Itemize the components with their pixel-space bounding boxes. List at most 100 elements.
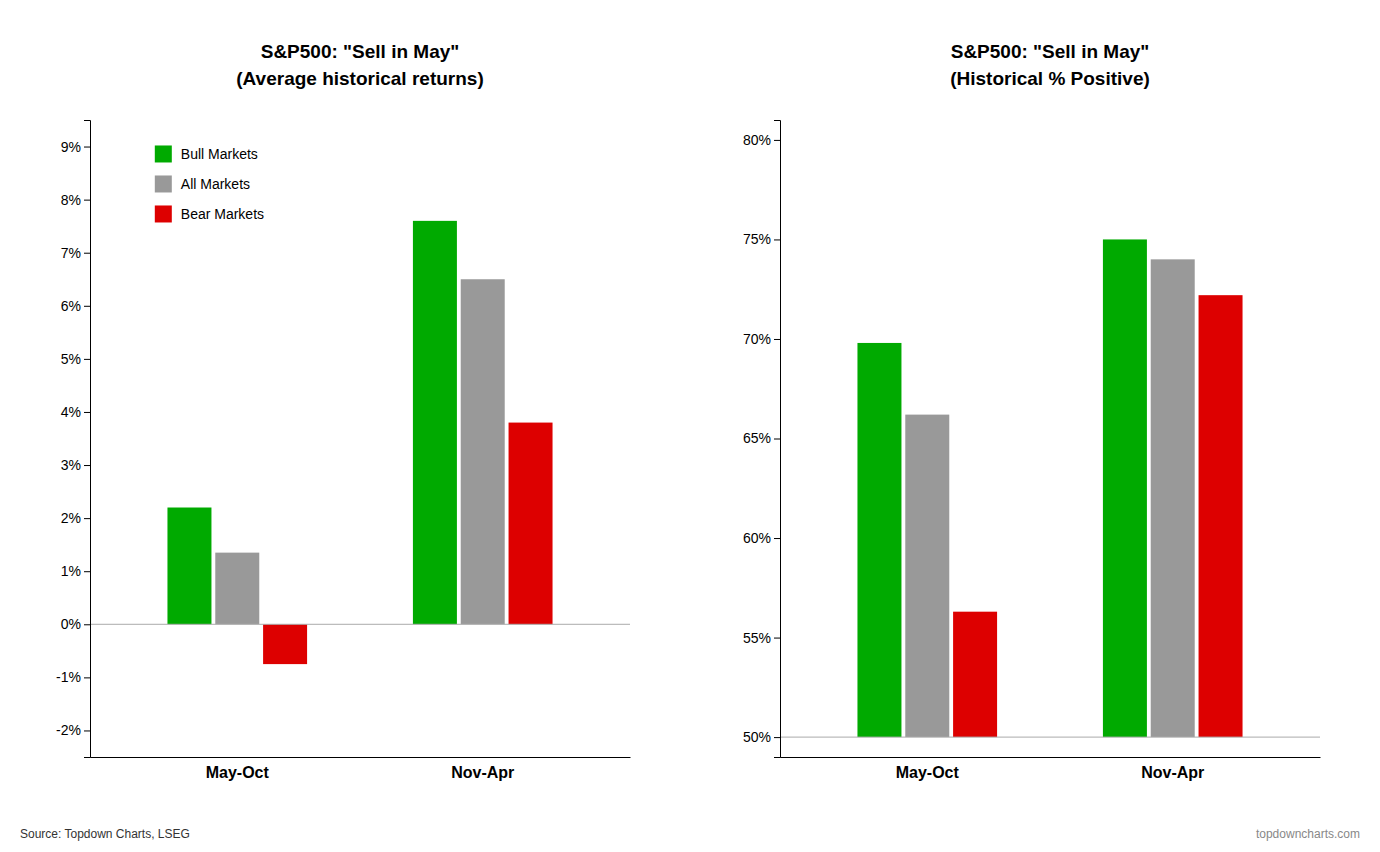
tick-mark (774, 140, 780, 141)
tick-label: 55% (743, 630, 771, 646)
tick-label: Nov-Apr (451, 764, 514, 781)
legend: Bull MarketsAll MarketsBear Markets (155, 145, 264, 222)
tick: 9% (61, 139, 90, 155)
tick: 1% (61, 563, 90, 579)
tick-label: 80% (743, 132, 771, 148)
tick: 60% (743, 530, 780, 546)
bar-series (953, 295, 1242, 737)
tick-mark (774, 737, 780, 738)
tick-mark (774, 638, 780, 639)
figure: -2% -1% 0% 1% 2% 3% 4% 5% 6% 7% 8% 9% May-Oct Nov-Apr… (0, 0, 1380, 852)
tick-mark (84, 306, 90, 307)
legend-item: Bear Markets (155, 205, 264, 222)
tick: -2% (56, 722, 90, 738)
bars (167, 221, 552, 664)
bars (857, 239, 1242, 737)
tick: 7% (61, 245, 90, 261)
x-axis: May-Oct Nov-Apr (781, 757, 1321, 781)
legend-swatch (155, 175, 172, 192)
tick-mark (84, 359, 90, 360)
tick: Nov-Apr (451, 757, 514, 781)
tick: 70% (743, 331, 780, 347)
tick-mark (84, 624, 90, 625)
tick: May-Oct (896, 757, 960, 781)
tick: 50% (743, 729, 780, 745)
source-note: topdowncharts.com (1256, 827, 1360, 841)
tick: -1% (56, 669, 90, 685)
tick-mark (84, 412, 90, 413)
tick-mark (774, 538, 780, 539)
axis-line (774, 121, 781, 758)
tick: 6% (61, 298, 90, 314)
legend-item: All Markets (155, 175, 250, 192)
tick-label: 50% (743, 729, 771, 745)
y-axis: -2% -1% 0% 1% 2% 3% 4% 5% 6% 7% 8% 9% (56, 121, 90, 758)
bar (953, 612, 997, 737)
bar (509, 423, 553, 625)
tick-label: 5% (61, 351, 81, 367)
x-axis: May-Oct Nov-Apr (91, 757, 631, 781)
tick-mark (84, 730, 90, 731)
tick-label: 7% (61, 245, 81, 261)
tick-mark (84, 147, 90, 148)
baseline (780, 737, 1320, 738)
tick-mark (84, 200, 90, 201)
bar-series (857, 239, 1146, 737)
tick: 75% (743, 231, 780, 247)
axis-line (91, 757, 631, 758)
subtitle-line: (Historical % Positive) (950, 68, 1150, 89)
source-note: Source: Topdown Charts, LSEG (20, 827, 190, 841)
tick: 5% (61, 351, 90, 367)
tick: 80% (743, 132, 780, 148)
bar (1199, 295, 1243, 737)
tick-mark (774, 439, 780, 440)
tick: 55% (743, 630, 780, 646)
tick: 4% (61, 404, 90, 420)
bar (857, 343, 901, 737)
tick: 3% (61, 457, 90, 473)
tick-mark (84, 465, 90, 466)
tick-label: 65% (743, 430, 771, 446)
bar (1103, 239, 1147, 737)
tick-label: 75% (743, 231, 771, 247)
bar-series (905, 259, 1194, 737)
tick-label: 6% (61, 298, 81, 314)
tick-mark (84, 253, 90, 254)
tick-label: 70% (743, 331, 771, 347)
tick-mark (774, 239, 780, 240)
subtitle-line: (Average historical returns) (236, 68, 483, 89)
tick: 65% (743, 430, 780, 446)
bar (167, 508, 211, 625)
tick-mark (84, 571, 90, 572)
tick-label: 8% (61, 192, 81, 208)
legend-swatch (155, 145, 172, 162)
tick: 0% (61, 616, 90, 632)
legend-label: All Markets (181, 176, 250, 192)
title: S&P500: "Sell in May" (Historical % Posit… (950, 41, 1150, 89)
tick-label: 60% (743, 530, 771, 546)
panel: -2% -1% 0% 1% 2% 3% 4% 5% 6% 7% 8% 9% May-Oct Nov-Apr… (56, 121, 630, 782)
tick-label: -2% (56, 722, 81, 738)
tick-mark (774, 339, 780, 340)
tick-mark (84, 518, 90, 519)
tick-label: Nov-Apr (1141, 764, 1204, 781)
tick-label: May-Oct (206, 764, 270, 781)
tick-label: 3% (61, 457, 81, 473)
tick-label: 9% (61, 139, 81, 155)
y-axis: 50% 55% 60% 65% 70% 75% 80% (743, 121, 781, 758)
title-line: S&P500: "Sell in May" (951, 41, 1150, 62)
bar (905, 415, 949, 737)
axis-line (84, 121, 91, 758)
bar-series (167, 221, 456, 624)
bar (461, 279, 505, 624)
bar (1151, 259, 1195, 737)
tick: 2% (61, 510, 90, 526)
panel: 50% 55% 60% 65% 70% 75% 80% May-Oct Nov-Apr (743, 121, 1321, 782)
bar-series (263, 423, 552, 665)
bar (413, 221, 457, 624)
bar (215, 553, 259, 625)
tick-label: 1% (61, 563, 81, 579)
bar (263, 624, 307, 664)
tick-label: May-Oct (896, 764, 960, 781)
tick-mark (84, 677, 90, 678)
